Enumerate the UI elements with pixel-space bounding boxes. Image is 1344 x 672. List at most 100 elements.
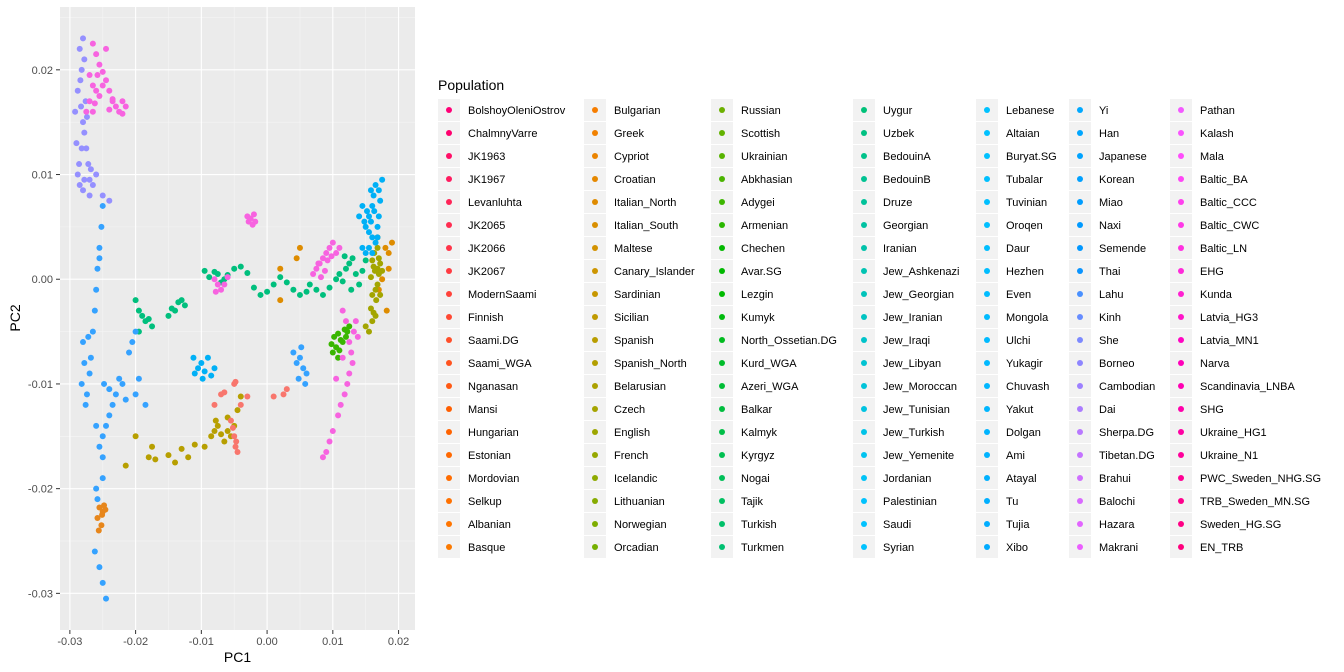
data-point: [190, 354, 197, 361]
legend-label: BedouinB: [883, 174, 931, 186]
legend-label: Norwegian: [614, 519, 667, 531]
legend-label: Tuvinian: [1006, 197, 1047, 209]
legend-label: Tubalar: [1006, 174, 1043, 186]
legend-swatch: [984, 153, 990, 159]
data-point: [359, 202, 366, 209]
legend-label: Sicilian: [614, 312, 649, 324]
data-point: [349, 360, 356, 366]
legend-swatch: [984, 176, 990, 182]
data-point: [370, 192, 377, 199]
legend-swatch: [1077, 452, 1083, 458]
legend-label: Jew_Iraqi: [883, 335, 930, 347]
legend-swatch: [1077, 268, 1083, 274]
legend-label: Naxi: [1099, 220, 1121, 232]
data-point: [321, 267, 328, 274]
data-point: [73, 140, 80, 147]
data-point: [341, 391, 348, 398]
legend-swatch: [984, 406, 990, 412]
legend-label: Ukrainian: [741, 151, 787, 163]
legend-label: Sweden_HG.SG: [1200, 519, 1281, 531]
legend-label: Mongola: [1006, 312, 1049, 324]
data-point: [303, 288, 310, 295]
x-axis: -0.03 -0.02 -0.01 0.00 0.01 0.02: [57, 630, 409, 648]
legend-label: Syrian: [883, 542, 914, 554]
data-points: [72, 35, 395, 602]
data-point: [359, 244, 366, 251]
data-point: [198, 360, 205, 366]
data-point: [132, 391, 139, 398]
data-point: [103, 77, 110, 84]
legend-label: Semende: [1099, 243, 1146, 255]
data-point: [76, 45, 83, 52]
data-point: [375, 187, 382, 194]
legend-swatch: [592, 475, 598, 481]
data-point: [81, 129, 88, 136]
data-point: [86, 192, 93, 199]
legend-swatch: [719, 429, 725, 435]
legend-swatch: [1077, 429, 1083, 435]
legend-swatch: [1178, 406, 1184, 412]
legend-swatch: [984, 337, 990, 343]
legend-label: Russian: [741, 105, 781, 117]
data-point: [181, 302, 188, 309]
legend-label: JK1967: [468, 174, 505, 186]
legend-swatch: [446, 222, 452, 228]
data-point: [344, 380, 351, 387]
data-point: [365, 213, 372, 220]
data-point: [199, 375, 206, 382]
legend-label: Mala: [1200, 151, 1225, 163]
data-point: [290, 349, 297, 356]
legend-swatch: [1178, 153, 1184, 159]
legend-label: Jew_Iranian: [883, 312, 942, 324]
data-point: [319, 291, 326, 298]
legend-swatch: [446, 544, 452, 550]
data-point: [101, 380, 108, 387]
data-point: [280, 391, 287, 398]
data-point: [102, 506, 109, 513]
data-point: [132, 297, 139, 304]
legend-swatch: [861, 176, 867, 182]
data-point: [89, 182, 96, 188]
legend-swatch: [861, 222, 867, 228]
data-point: [81, 176, 88, 183]
legend-swatch: [446, 521, 452, 527]
legend-label: Druze: [883, 197, 912, 209]
legend-swatch: [861, 360, 867, 366]
legend-swatch: [446, 199, 452, 205]
data-point: [211, 365, 218, 372]
data-point: [91, 100, 98, 107]
data-point: [385, 250, 392, 257]
legend-swatch: [984, 107, 990, 113]
data-point: [302, 380, 309, 387]
data-point: [99, 192, 106, 199]
x-tick-label: -0.01: [189, 636, 214, 648]
data-point: [201, 443, 208, 450]
legend-swatch: [861, 107, 867, 113]
x-tick-label: 0.02: [388, 636, 409, 648]
legend-label: Dolgan: [1006, 427, 1041, 439]
data-point: [382, 244, 389, 251]
legend-swatch: [1077, 222, 1083, 228]
data-point: [335, 412, 342, 419]
legend-label: Yukagir: [1006, 358, 1043, 370]
data-point: [208, 433, 215, 440]
legend-label: Finnish: [468, 312, 503, 324]
data-point: [329, 349, 336, 356]
legend-swatch: [446, 475, 452, 481]
legend-label: Atayal: [1006, 473, 1037, 485]
data-point: [367, 218, 374, 225]
data-point: [234, 407, 241, 414]
data-point: [142, 401, 149, 408]
data-point: [333, 375, 340, 382]
y-tick-label: -0.03: [28, 588, 53, 600]
legend-label: Nogai: [741, 473, 770, 485]
data-point: [83, 108, 90, 115]
legend-swatch: [1178, 245, 1184, 251]
data-point: [78, 66, 85, 73]
legend-label: Levanluhta: [468, 197, 523, 209]
data-point: [96, 93, 103, 99]
data-point: [326, 244, 333, 251]
y-tick-label: 0.01: [32, 170, 53, 182]
legend-label: Avar.SG: [741, 266, 782, 278]
data-point: [172, 459, 179, 466]
